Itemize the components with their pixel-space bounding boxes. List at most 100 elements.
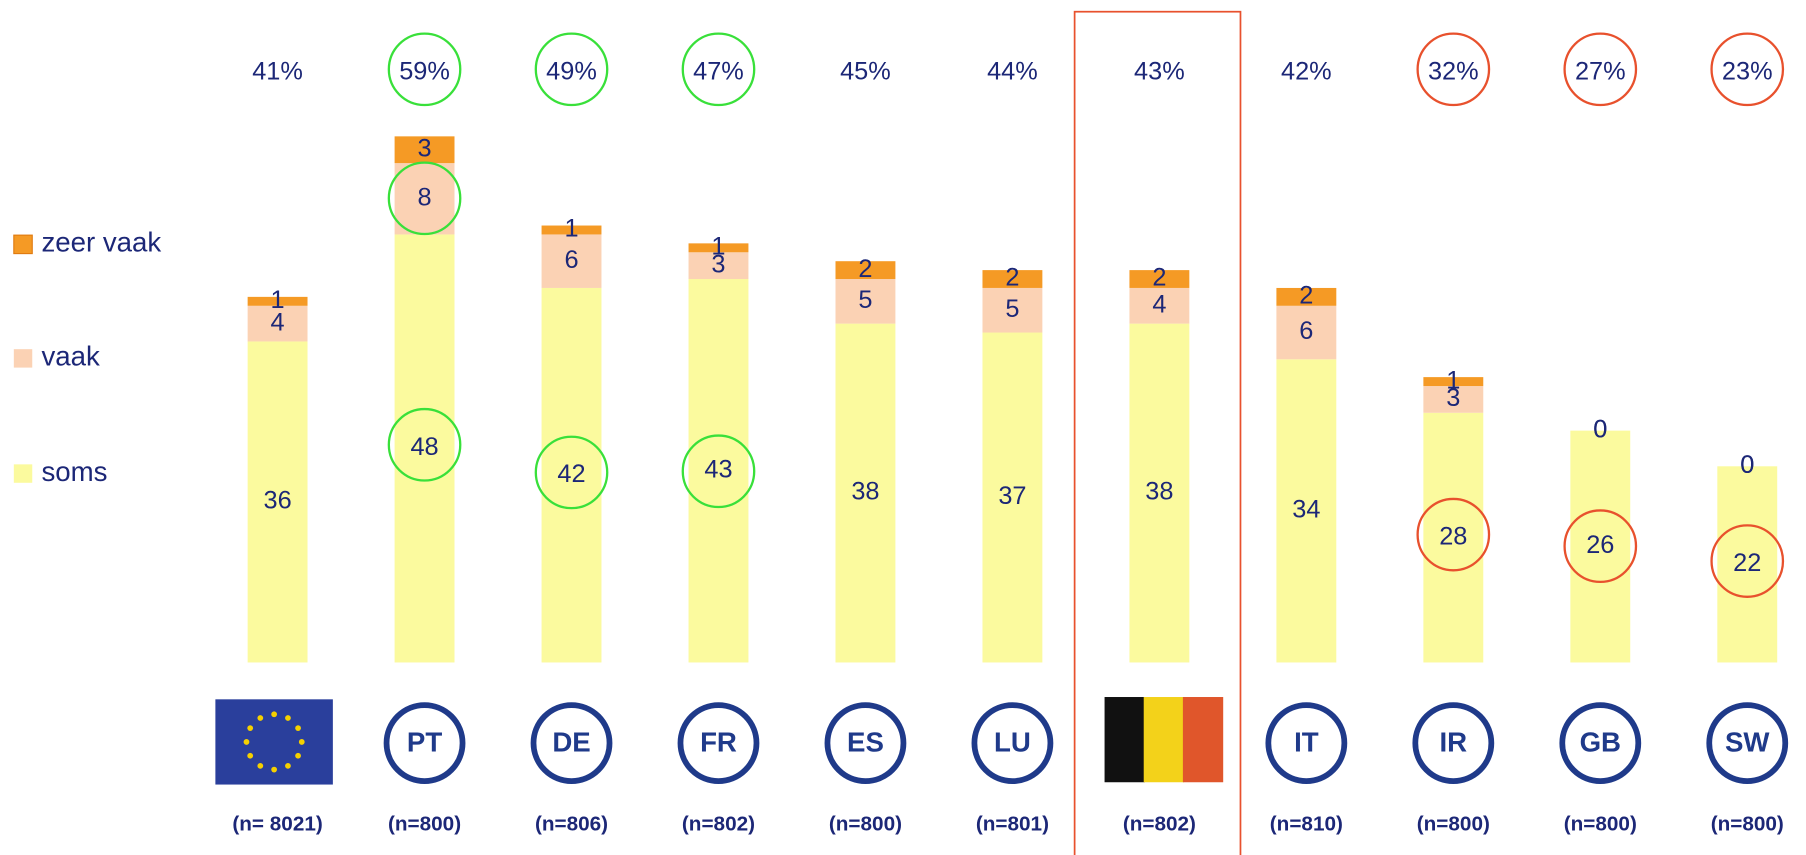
highlight-circle (387, 407, 462, 482)
value-label: 42 (557, 460, 585, 488)
bar-segment (1276, 287, 1337, 306)
flag-stripe (1104, 697, 1145, 783)
bar-segment (835, 323, 896, 663)
flag-star (285, 715, 291, 721)
value-label: 0 (1593, 415, 1607, 443)
value-label: 1 (1446, 366, 1460, 394)
sample-label: (n=810) (1270, 812, 1343, 835)
bar-segment (688, 243, 749, 253)
flag-star (285, 762, 291, 769)
country-code: DE (552, 727, 590, 758)
highlight-circle (681, 32, 756, 107)
value-label: 3 (1446, 384, 1460, 412)
flag-star (247, 725, 254, 731)
bar-segment (1423, 412, 1484, 663)
country-code: GB (1580, 727, 1621, 758)
value-label: 6 (564, 246, 578, 274)
bar-segment (541, 287, 602, 663)
value-label: 0 (1593, 415, 1607, 443)
value-label: 6 (1299, 317, 1313, 345)
bar-segment (1276, 305, 1337, 360)
highlight-circle (534, 32, 609, 107)
country-badge (1265, 702, 1348, 784)
value-label: 36 (263, 487, 291, 515)
bar-segment (247, 296, 308, 306)
legend-swatch (13, 349, 33, 368)
total-label: 47% (693, 57, 744, 85)
country-badge (1706, 702, 1789, 784)
flag-stripe (1143, 697, 1185, 783)
sample-label: (n=801) (976, 812, 1049, 835)
total-label: 41% (252, 57, 303, 85)
country-badge (530, 702, 613, 784)
sample-label: (n=802) (682, 812, 755, 835)
bar-segment (982, 287, 1043, 333)
value-label: 2 (858, 255, 872, 283)
country-badge (677, 702, 760, 784)
sample-label: (n=800) (388, 812, 461, 835)
highlight-circle (1416, 497, 1491, 572)
highlight-circle (387, 32, 462, 107)
bar-segment (1129, 287, 1190, 324)
country-code: LU (994, 727, 1031, 758)
highlight-circle (387, 161, 462, 236)
total-label: 23% (1722, 57, 1773, 85)
highlight-circle (1710, 32, 1785, 107)
legend-label: vaak (41, 341, 100, 372)
bar-segment (394, 234, 455, 663)
sample-label: (n=800) (1564, 812, 1637, 835)
sample-label: (n=802) (1123, 812, 1196, 835)
highlight-circle (1416, 32, 1491, 107)
country-code: ES (847, 727, 884, 758)
flag-star (247, 752, 254, 759)
sample-label: (n=800) (1711, 812, 1784, 835)
bar-segment (982, 332, 1043, 663)
country-badge (824, 702, 907, 784)
country-badge (1412, 702, 1495, 784)
bar-segment (1570, 430, 1631, 663)
total-label: 43% (1134, 57, 1185, 85)
value-label: 4 (271, 308, 285, 336)
value-label: 0 (1740, 451, 1754, 479)
value-label: 48 (410, 433, 438, 461)
value-label: 2 (1005, 264, 1019, 292)
flag-star (298, 739, 305, 745)
value-label: 8 (418, 183, 432, 211)
value-label: 22 (1733, 549, 1761, 577)
bar-segment (835, 261, 896, 280)
total-label: 42% (1281, 57, 1332, 85)
value-label: 3 (418, 134, 432, 162)
value-label: 1 (271, 286, 285, 314)
legend-swatch (13, 234, 33, 255)
bar-segment (688, 279, 749, 663)
value-label: 4 (1152, 290, 1166, 318)
be-flag (1104, 697, 1224, 783)
country-code: FR (700, 727, 737, 758)
country-badge (971, 702, 1054, 784)
value-label: 1 (564, 215, 578, 243)
flag-star (257, 762, 264, 769)
flag-stripe (1182, 697, 1224, 783)
highlight-circle (681, 434, 756, 509)
value-label: 2 (1152, 264, 1166, 292)
country-code: SW (1725, 727, 1770, 758)
highlight-frame (1073, 10, 1242, 855)
country-code: IR (1440, 727, 1468, 758)
sample-label: (n=800) (829, 812, 902, 835)
total-label: 44% (987, 57, 1038, 85)
flag-star (295, 752, 301, 759)
country-code: PT (407, 727, 442, 758)
value-label: 0 (1740, 451, 1754, 479)
value-label: 38 (851, 478, 879, 506)
bar-segment (541, 225, 602, 235)
country-code: IT (1294, 727, 1319, 758)
bar-segment (541, 234, 602, 288)
legend-label: soms (41, 456, 107, 487)
sample-label: (n=800) (1417, 812, 1490, 835)
bar-segment (1129, 270, 1190, 288)
highlight-circle (534, 435, 609, 510)
bar-segment (1129, 323, 1190, 663)
total-label: 49% (546, 57, 597, 85)
value-label: 34 (1292, 496, 1320, 524)
